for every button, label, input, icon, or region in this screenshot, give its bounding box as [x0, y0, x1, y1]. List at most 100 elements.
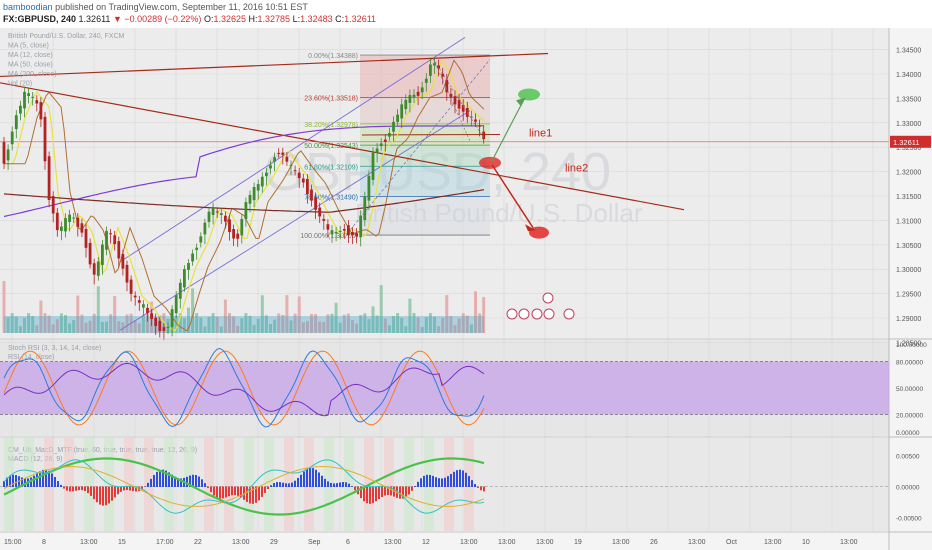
fib-zone-0-23: [360, 55, 490, 98]
ma12-line: [4, 59, 485, 332]
candle-body: [326, 224, 330, 230]
candle-body: [80, 223, 84, 233]
fib-level-label: 23.60%(1.33518): [304, 96, 358, 103]
volume-bar: [207, 316, 211, 333]
macd-histogram-bar: [156, 471, 158, 487]
macd-histogram-bar: [300, 474, 302, 487]
candle-body: [121, 254, 125, 269]
candle-body: [363, 196, 367, 221]
time-axis-bg: [0, 533, 889, 550]
macd-histogram-bar: [327, 481, 329, 487]
candle-body: [281, 152, 285, 155]
stoch-legend-item: RSI (14, close): [8, 354, 54, 361]
volume-bar: [375, 315, 379, 333]
macd-histogram-bar: [222, 486, 224, 499]
volume-bar: [96, 286, 100, 333]
time-axis-label: 13:00: [384, 539, 402, 546]
macd-bg-shade: [264, 438, 274, 531]
macd-histogram-bar: [90, 486, 92, 496]
main-pane-bg: [0, 28, 889, 338]
volume-bar: [330, 313, 334, 333]
candle-body: [84, 229, 88, 248]
volume-bar: [191, 288, 195, 333]
candle-body: [14, 115, 18, 130]
macd-histogram-bar: [150, 478, 152, 487]
macd-histogram-bar: [408, 486, 410, 495]
macd-histogram-bar: [261, 486, 263, 497]
last-price-tag: [890, 135, 931, 148]
price-axis-label: 1.32000: [896, 170, 921, 177]
candle-body: [31, 96, 35, 98]
volume-bar: [305, 321, 309, 333]
stoch-axis-label: 0.00000: [896, 430, 920, 437]
stoch-axis-label: 100.00000: [896, 342, 927, 349]
candle-body: [27, 93, 30, 97]
volume-bar: [84, 322, 88, 333]
macd-histogram-bar: [258, 486, 260, 501]
macd-histogram-bar: [402, 486, 404, 499]
candle-body: [125, 264, 129, 283]
macd-histogram-bar: [474, 484, 476, 487]
macd-histogram-bar: [252, 486, 254, 504]
candle-body: [55, 212, 59, 231]
macd-histogram-bar: [441, 478, 443, 487]
price-axis-label: 1.29000: [896, 316, 921, 323]
macd-histogram-bar: [33, 475, 35, 487]
volume-bar: [359, 315, 363, 333]
rsi-line: [3, 362, 485, 417]
candle-body: [351, 232, 354, 236]
candle-body: [113, 235, 117, 245]
macd-histogram-bar: [447, 476, 449, 487]
target-marker-up: [518, 88, 540, 101]
author-link[interactable]: bamboodian: [3, 2, 53, 12]
macd-histogram-bar: [123, 486, 125, 491]
volume-bar: [482, 297, 486, 333]
candle-body: [228, 219, 231, 233]
macd-legend-item: CM_Ult_MacD_MTF (true, 60, true, true, t…: [8, 447, 197, 454]
candle-body: [318, 207, 322, 217]
volume-bar: [18, 326, 22, 333]
close-value: 1.32611: [344, 14, 377, 24]
volume-bar: [240, 318, 244, 333]
macd-bg-shade: [64, 438, 74, 531]
volume-bar: [211, 313, 215, 333]
candle-body: [101, 244, 104, 265]
candle-body: [470, 116, 473, 118]
time-axis-label: 19: [574, 539, 582, 546]
macd-histogram-bar: [294, 480, 296, 487]
macd-histogram-bar: [177, 478, 179, 487]
macd-histogram-bar: [105, 486, 107, 506]
candle-body: [158, 320, 162, 331]
candle-body: [51, 196, 55, 214]
candle-body: [420, 87, 424, 93]
stoch-legend-item: Stoch RSI (3, 3, 14, 14, close): [8, 345, 101, 352]
macd-histogram-bar: [477, 486, 479, 488]
event-flag-icon: [506, 308, 518, 320]
fib-zone-50-61: [360, 145, 490, 167]
macd-histogram-bar: [120, 486, 122, 492]
candle-body: [72, 217, 76, 219]
symbol-label[interactable]: FX:GBPUSD, 240: [3, 14, 77, 24]
volume-bar: [322, 321, 326, 333]
volume-bar: [367, 319, 371, 333]
volume-bar: [195, 313, 199, 333]
candle-body: [347, 225, 350, 236]
volume-bar: [187, 307, 190, 333]
macd-histogram-bar: [99, 486, 101, 505]
volume-bar: [392, 316, 395, 333]
volume-bar: [100, 321, 104, 333]
macd-histogram-bar: [312, 468, 314, 487]
macd-histogram-bar: [381, 486, 383, 497]
volume-bar: [273, 319, 277, 333]
volume-bar: [43, 313, 47, 333]
time-axis-label: 6: [346, 539, 350, 546]
event-flag-icon: [542, 292, 554, 304]
volume-bar: [363, 313, 367, 333]
last-price-tag-text: 1.32611: [893, 138, 920, 147]
candle-body: [174, 295, 178, 314]
macd-histogram-bar: [366, 486, 368, 504]
close-label: C:: [335, 14, 345, 24]
candle-body: [142, 304, 145, 308]
candle-body: [322, 218, 326, 221]
